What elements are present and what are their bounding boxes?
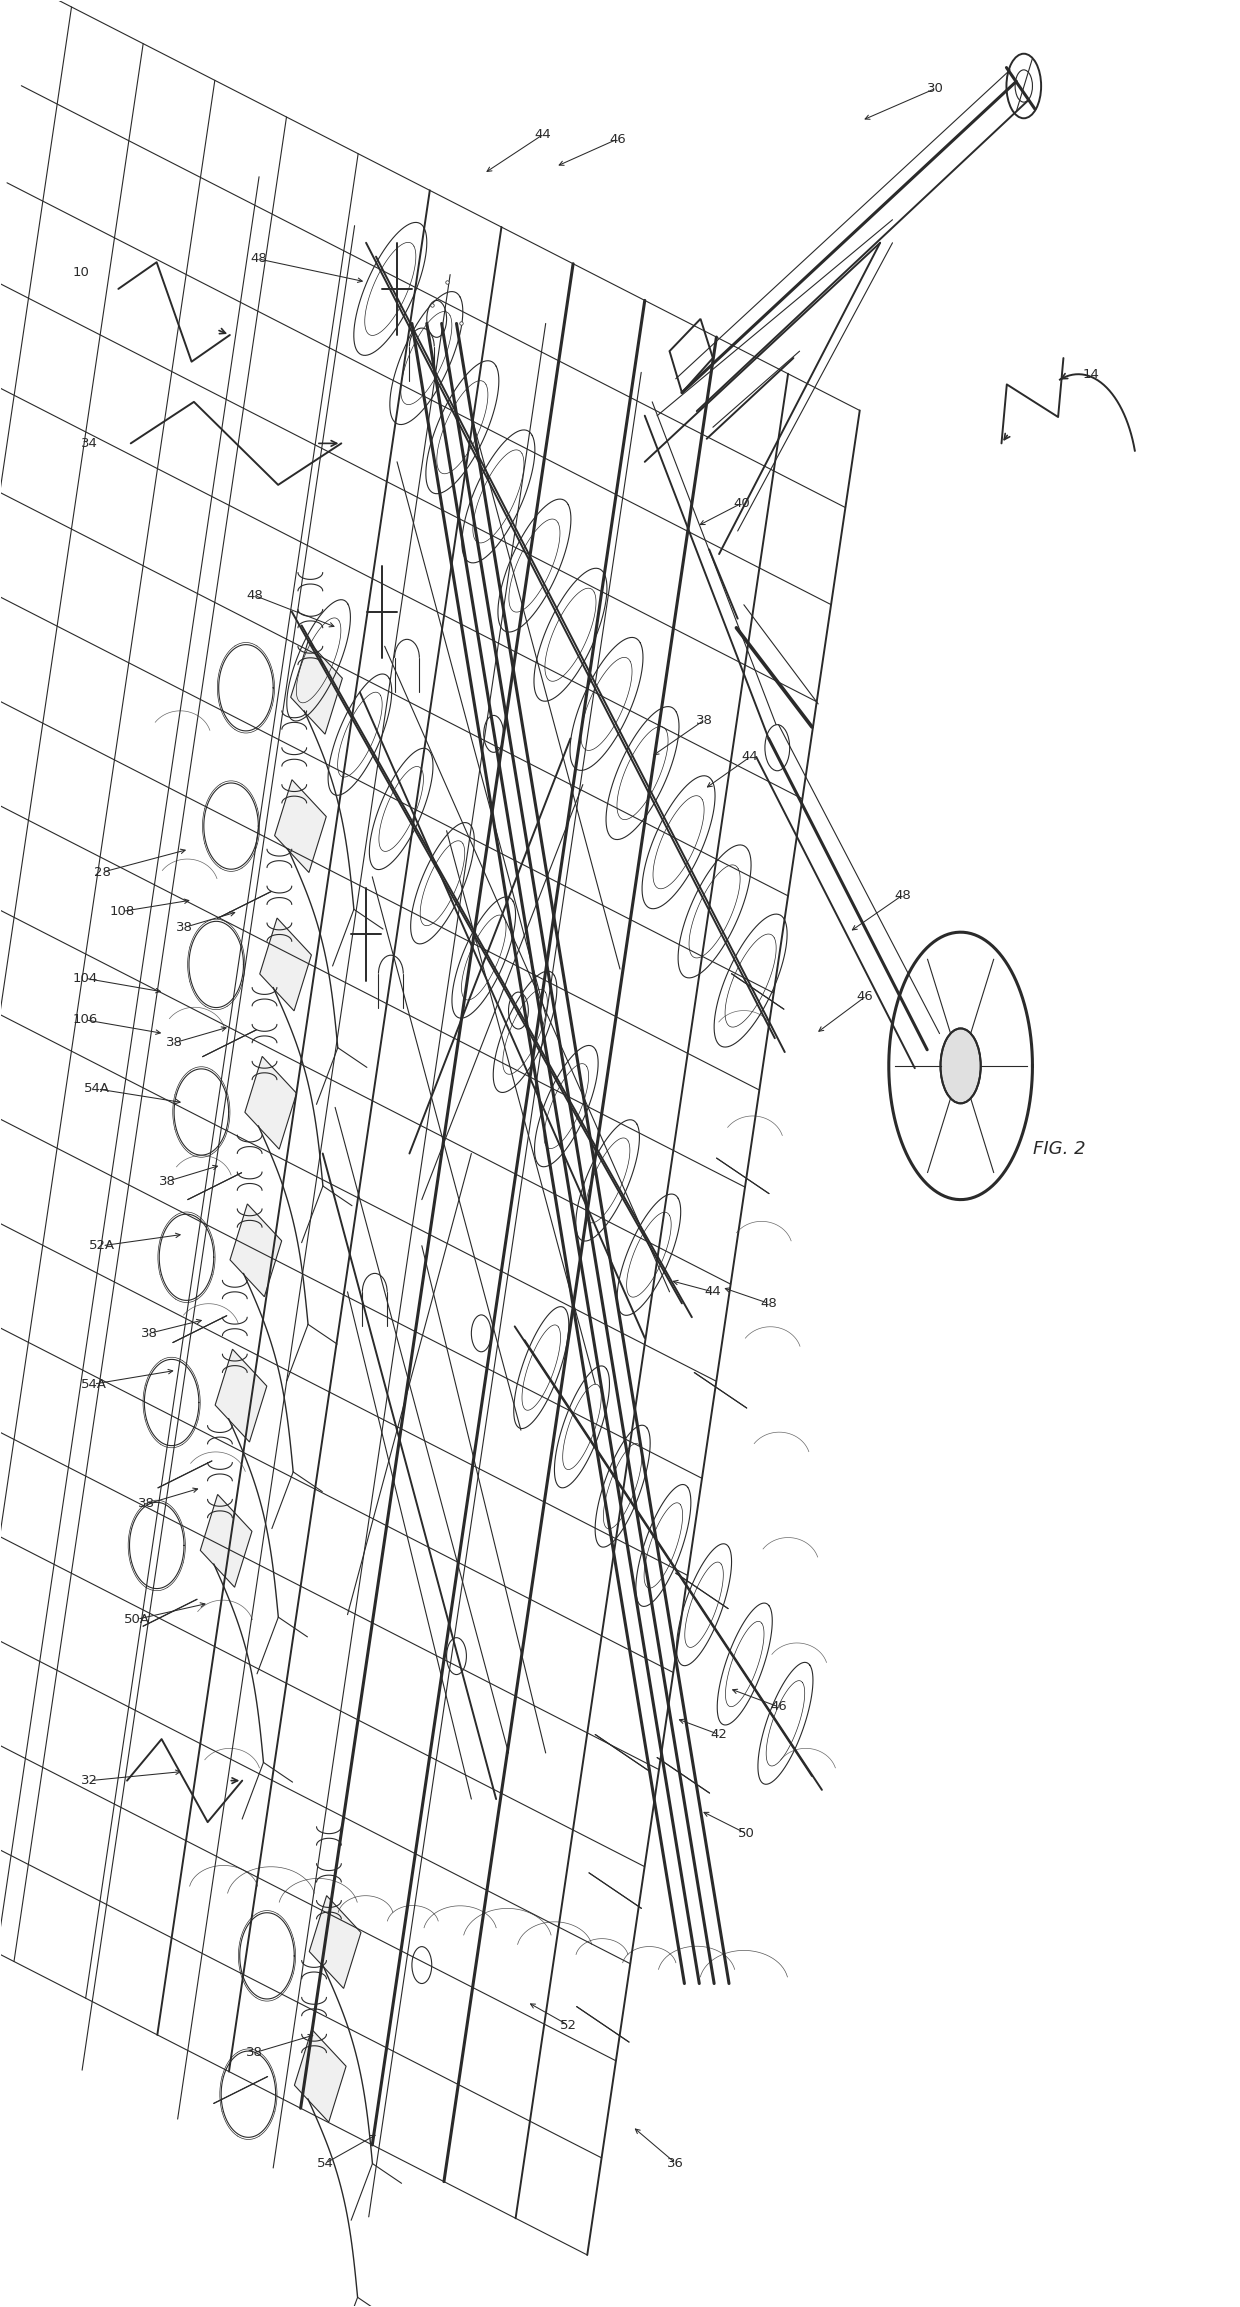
Polygon shape (294, 2030, 346, 2122)
Text: 38: 38 (166, 1036, 182, 1050)
Text: 44: 44 (534, 127, 552, 141)
Text: 46: 46 (857, 990, 874, 1004)
Text: 50: 50 (738, 1827, 755, 1841)
Text: 32: 32 (82, 1774, 98, 1788)
Text: 48: 48 (247, 588, 263, 602)
Text: 10: 10 (73, 265, 89, 279)
Text: 54A: 54A (81, 1377, 107, 1391)
Text: 50A: 50A (124, 1613, 150, 1626)
Text: 48: 48 (760, 1297, 777, 1310)
Text: 106: 106 (72, 1013, 98, 1027)
Text: 46: 46 (609, 131, 626, 145)
Text: 44: 44 (742, 750, 759, 764)
Text: 52A: 52A (89, 1239, 115, 1253)
Text: 48: 48 (894, 888, 910, 902)
Text: 54A: 54A (84, 1082, 110, 1096)
Polygon shape (201, 1495, 252, 1587)
Text: 38: 38 (139, 1497, 155, 1511)
Text: 54: 54 (316, 2157, 334, 2171)
Text: 30: 30 (928, 81, 945, 95)
Polygon shape (274, 780, 326, 872)
Polygon shape (216, 1350, 267, 1442)
Text: 48: 48 (250, 251, 267, 265)
Circle shape (940, 1029, 981, 1103)
Text: 38: 38 (160, 1174, 176, 1188)
Text: FIG. 2: FIG. 2 (1033, 1140, 1086, 1158)
Text: 44: 44 (704, 1285, 722, 1299)
Polygon shape (244, 1057, 296, 1149)
Text: 38: 38 (247, 2046, 263, 2060)
Text: 28: 28 (94, 865, 110, 879)
Polygon shape (290, 641, 342, 734)
Text: 34: 34 (82, 436, 98, 450)
Text: 46: 46 (770, 1700, 787, 1714)
Polygon shape (229, 1204, 281, 1297)
Text: 38: 38 (696, 713, 713, 727)
Text: 14: 14 (1083, 367, 1099, 381)
Text: 40: 40 (733, 496, 750, 510)
Text: 104: 104 (72, 971, 98, 985)
Text: 52: 52 (559, 2019, 577, 2032)
Text: 42: 42 (711, 1728, 728, 1742)
Polygon shape (309, 1896, 361, 1989)
Text: 38: 38 (176, 920, 192, 934)
Text: 108: 108 (109, 904, 135, 918)
Text: 36: 36 (667, 2157, 684, 2171)
Polygon shape (259, 918, 311, 1010)
Text: 38: 38 (141, 1327, 157, 1340)
